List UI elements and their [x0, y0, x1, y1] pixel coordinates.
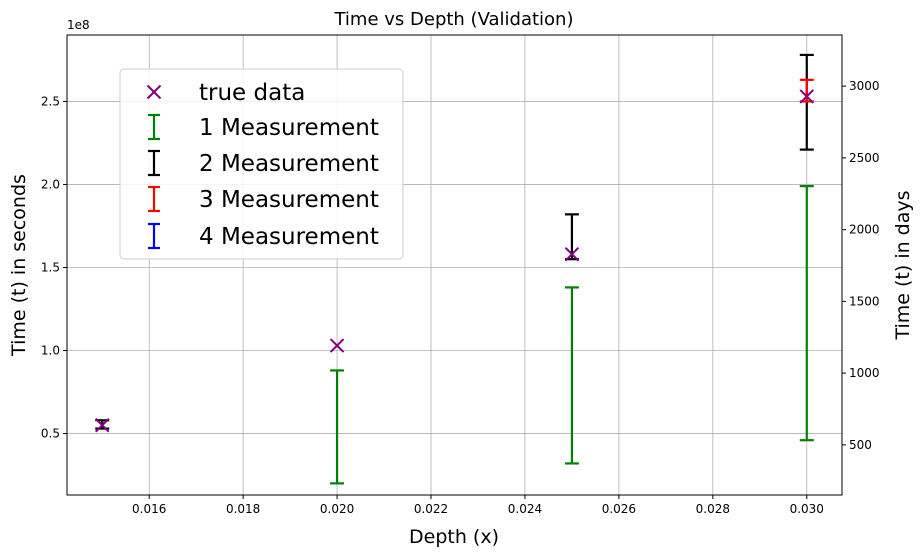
- legend-marker-1-measurement: [148, 113, 160, 141]
- y-tick-label: 0.5: [41, 427, 60, 441]
- y-right-tick-label: 3000: [849, 79, 880, 93]
- x-tick-label: 0.030: [790, 502, 824, 516]
- legend-marker-2-measurement: [148, 149, 160, 177]
- x-tick-label: 0.022: [414, 502, 448, 516]
- axis-ticks: 0.016 0.018 0.020 0.022 0.024 0.026 0.028 0.030…: [41, 79, 880, 516]
- legend: true data 1 Measurement 2 Measurement 3 Mea…: [119, 68, 404, 260]
- marker-stroke: [564, 246, 580, 262]
- chart-title: Time vs Depth (Validation): [333, 9, 573, 30]
- error-bar-1-measurement: [564, 286, 579, 465]
- x-tick-label: 0.026: [602, 502, 636, 516]
- legend-label-3-measurement: 3 Measurement: [199, 187, 379, 213]
- marker-stroke: [799, 89, 814, 104]
- legend-marker-true-data: [146, 84, 162, 100]
- true-data-point: [329, 338, 345, 353]
- legend-marker-4-measurement: [148, 222, 160, 250]
- true-data-point: [799, 89, 814, 104]
- plot-frame: [66, 34, 843, 496]
- y-tick-label: 1.0: [41, 344, 60, 358]
- y-tick-label: 1.5: [41, 260, 60, 274]
- legend-label-4-measurement: 4 Measurement: [199, 224, 379, 250]
- legend-box: [119, 68, 404, 260]
- y-tick-label: 2.0: [41, 177, 60, 191]
- x-tick-label: 0.024: [508, 502, 542, 516]
- error-bar-1-measurement: [330, 369, 345, 485]
- y-right-tick-label: 1500: [849, 294, 880, 308]
- marker-stroke: [146, 84, 162, 100]
- error-bar-1-measurement: [799, 185, 814, 442]
- y-right-tick-label: 2500: [849, 151, 880, 165]
- y-right-tick-label: 2000: [849, 223, 880, 237]
- x-tick-label: 0.028: [696, 502, 730, 516]
- legend-label-2-measurement: 2 Measurement: [199, 151, 379, 177]
- true-data-point: [95, 418, 110, 433]
- error-bar-2-measurement: [564, 213, 579, 261]
- y-offset-label: 1e8: [67, 18, 90, 32]
- x-tick-label: 0.020: [320, 502, 354, 516]
- plot-marks: [95, 53, 814, 485]
- y-right-tick-label: 1000: [849, 366, 880, 380]
- y-axis-label-right: Time (t) in days: [892, 190, 914, 340]
- x-axis-label: Depth (x): [409, 526, 499, 548]
- x-tick-label: 0.018: [226, 502, 260, 516]
- legend-label-true-data: true data: [199, 80, 305, 106]
- x-tick-label: 0.016: [132, 502, 166, 516]
- true-data-point: [564, 246, 580, 262]
- legend-marker-3-measurement: [148, 185, 160, 213]
- marker-stroke: [95, 418, 110, 433]
- marker-stroke: [329, 338, 345, 353]
- y-axis-label-left: Time (t) in seconds: [8, 174, 30, 357]
- y-tick-label: 2.5: [41, 94, 60, 108]
- legend-label-1-measurement: 1 Measurement: [199, 115, 379, 141]
- y-right-tick-label: 500: [849, 438, 872, 452]
